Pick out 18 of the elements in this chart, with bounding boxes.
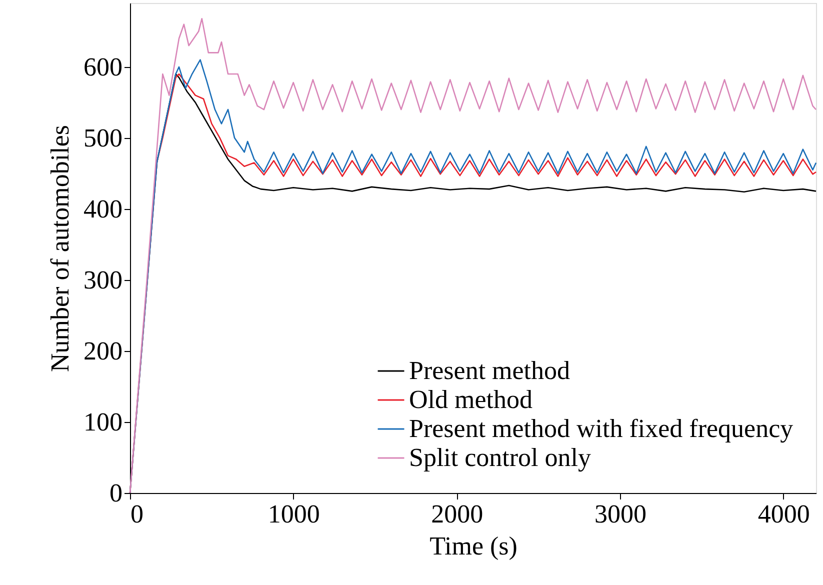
x-tick-label: 0 (130, 500, 144, 528)
y-axis-title: Number of automobiles (46, 125, 74, 372)
y-tick-label: 400 (84, 194, 122, 224)
y-tick-label: 0 (110, 478, 122, 508)
x-tick-label: 2000 (431, 500, 484, 528)
y-tick-label: 200 (84, 336, 122, 366)
y-tick-label: 300 (84, 265, 122, 294)
legend-label: Present method (409, 356, 570, 385)
legend-label: Split control only (409, 443, 591, 472)
y-tick-label: 600 (84, 52, 122, 82)
y-tick-label: 500 (84, 123, 122, 152)
legend-label: Present method with fixed frequency (409, 414, 794, 443)
x-tick-label: 1000 (268, 500, 320, 528)
legend-label: Old method (409, 385, 532, 414)
x-tick-label: 3000 (594, 500, 646, 528)
x-axis-title: Time (s) (430, 532, 518, 560)
y-tick-label: 100 (84, 407, 122, 436)
x-tick-label: 4000 (758, 500, 810, 528)
